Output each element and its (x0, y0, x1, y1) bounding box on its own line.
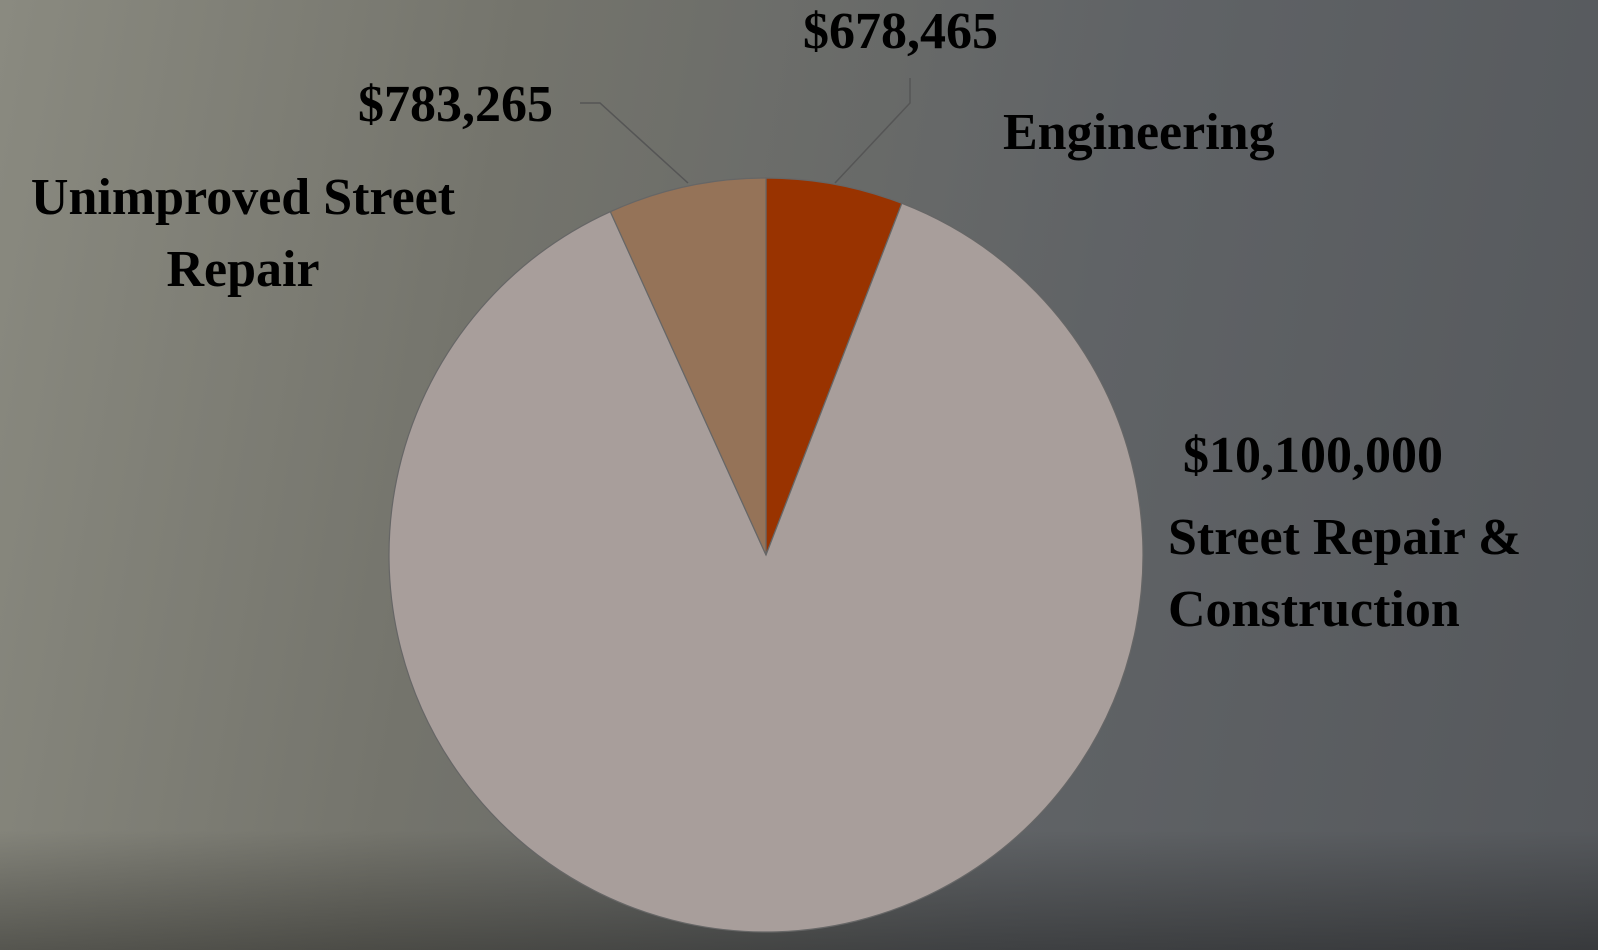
category-label: Unimproved Street Repair (30, 169, 456, 298)
pie-slice (388, 202, 1144, 933)
category-label: Street Repair & Construction (1168, 509, 1522, 638)
value-label: $783,265 (358, 76, 553, 133)
pie-slice (609, 177, 767, 556)
leader-line (834, 78, 911, 184)
value-label: $10,100,000 (1183, 427, 1443, 484)
pie-slice (765, 177, 903, 556)
leader-line (580, 102, 689, 184)
category-label: Engineering (1003, 104, 1275, 161)
value-label: $678,465 (803, 3, 998, 60)
